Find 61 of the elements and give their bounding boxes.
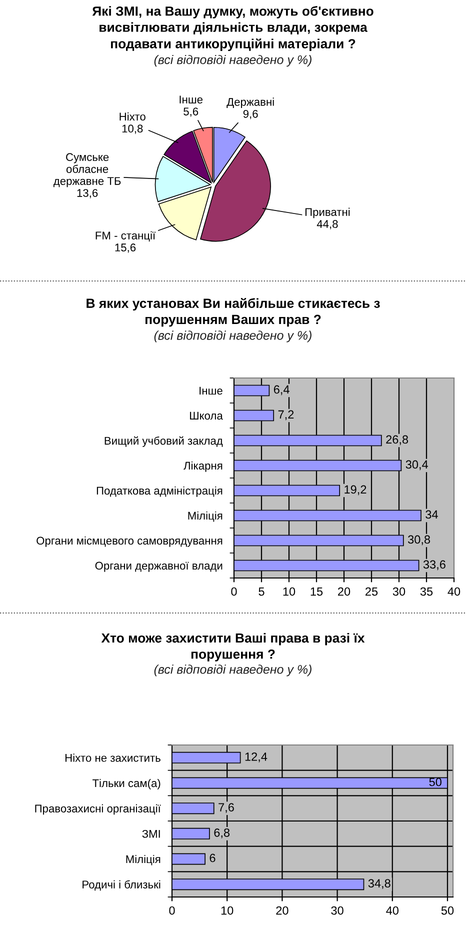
x-tick-label: 30: [392, 587, 406, 596]
data-label: 9,6: [243, 110, 258, 120]
data-label: 33,6: [423, 560, 446, 570]
slice-label: Сумське обласне державне ТБ: [54, 153, 121, 188]
y-tick-label: Школа: [190, 412, 223, 420]
data-label: 34: [426, 510, 438, 519]
data-label: 5,6: [184, 108, 198, 117]
y-tick-label: Податкова адміністрація: [96, 486, 222, 497]
data-label: 15,6: [115, 244, 136, 253]
x-tick-label: 35: [420, 587, 433, 596]
chart-subtitle: (всі відповіді наведено у %): [154, 54, 312, 67]
data-label: 50: [429, 778, 442, 786]
x-tick-label: 30: [331, 906, 344, 915]
data-label: 7,2: [278, 410, 294, 420]
chart-title: Які ЗМІ, на Вашу думку, можуть об'єктивно висвітлювати діяльність влади, зокрема подавати антикорупційні матеріали ?: [92, 6, 374, 52]
x-tick-label: 40: [386, 906, 398, 915]
x-tick-label: 5: [258, 587, 264, 596]
x-tick-label: 10: [283, 587, 296, 596]
chart-title: Хто може захистити Ваші права в разі їх порушення ?: [101, 633, 365, 662]
slice-label: Державні: [226, 98, 274, 108]
slice-label: Приватні: [305, 208, 350, 218]
x-tick-label: 20: [338, 587, 350, 596]
data-label: 12,4: [245, 752, 268, 762]
data-label: 10,8: [122, 124, 143, 134]
slice-label: Інше: [180, 96, 203, 104]
y-tick-label: Органи державної влади: [95, 562, 222, 572]
x-tick-label: 25: [366, 587, 378, 596]
y-tick-label: Міліція: [126, 854, 160, 866]
data-label: 44,8: [316, 220, 338, 230]
y-tick-label: Ніхто не захистить: [65, 754, 160, 762]
y-tick-label: Тільки сам(а): [92, 778, 160, 790]
x-tick-label: 15: [310, 587, 323, 596]
x-tick-label: 40: [448, 587, 460, 596]
data-label: 13,6: [77, 189, 98, 198]
chart-subtitle: (всі відповіді наведено у %): [154, 664, 312, 676]
data-label: 30,4: [406, 460, 428, 470]
data-label: 7,6: [218, 803, 234, 813]
data-label: 30,8: [408, 535, 430, 546]
y-tick-label: Міліція: [188, 511, 222, 522]
y-tick-label: Інше: [200, 386, 222, 395]
y-tick-label: ЗМІ: [142, 830, 160, 838]
data-label: 26,8: [386, 435, 408, 446]
data-label: 34,8: [368, 879, 390, 889]
y-tick-label: Лікарня: [184, 461, 222, 472]
data-label: 6,4: [274, 385, 290, 396]
slice-label: FM - станції: [96, 231, 156, 242]
x-tick-label: 50: [441, 906, 454, 915]
y-tick-label: Органи місмцевого самоврядування: [36, 536, 222, 547]
chart-subtitle: (всі відповіді наведено у %): [154, 330, 312, 342]
x-tick-label: 0: [169, 906, 175, 915]
x-tick-label: 0: [231, 587, 237, 596]
y-tick-label: Вищий учбовий заклад: [104, 436, 223, 447]
slice-label: Ніхто: [120, 112, 146, 121]
chart-title: В яких установах Ви найбільше стикаєтесь з порушенням Ваших прав ?: [86, 298, 380, 327]
x-tick-label: 10: [221, 906, 234, 915]
data-label: 6: [210, 854, 216, 862]
data-label: 6,8: [214, 828, 230, 838]
y-tick-label: Родичі і близькі: [82, 880, 160, 891]
data-label: 19,2: [344, 485, 366, 496]
y-tick-label: Правозахисні організації: [35, 804, 161, 815]
x-tick-label: 20: [276, 906, 288, 915]
